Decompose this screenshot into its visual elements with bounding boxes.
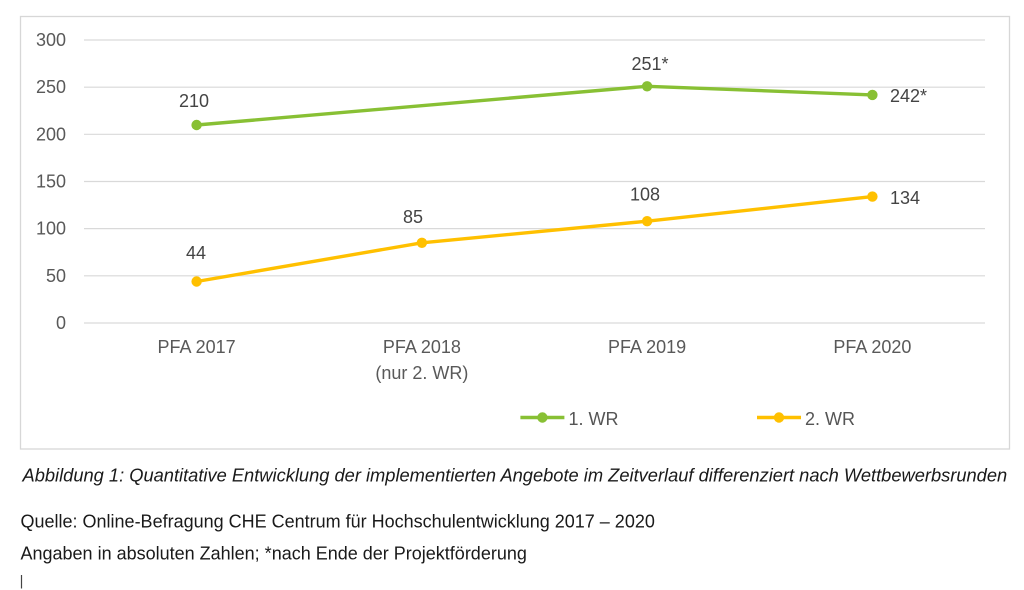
svg-text:Abbildung 1: Quantitative Entw: Abbildung 1: Quantitative Entwicklung de… (22, 465, 1008, 486)
svg-text:2. WR: 2. WR (805, 409, 855, 429)
svg-text:(nur 2. WR): (nur 2. WR) (375, 363, 468, 383)
svg-text:0: 0 (56, 313, 66, 333)
svg-text:85: 85 (403, 207, 423, 227)
svg-text:100: 100 (36, 219, 66, 239)
svg-text:108: 108 (630, 185, 660, 205)
svg-text:PFA 2019: PFA 2019 (608, 337, 686, 357)
svg-text:PFA 2017: PFA 2017 (158, 337, 236, 357)
svg-text:Quelle: Online-Befragung CHE C: Quelle: Online-Befragung CHE Centrum für… (21, 512, 655, 532)
svg-text:242*: 242* (890, 86, 927, 106)
svg-text:50: 50 (46, 266, 66, 286)
svg-text:150: 150 (36, 172, 66, 192)
svg-text:200: 200 (36, 124, 66, 144)
svg-text:251*: 251* (631, 54, 668, 74)
svg-text:210: 210 (179, 91, 209, 111)
svg-text:PFA 2018: PFA 2018 (383, 337, 461, 357)
svg-text:Angaben in absoluten Zahlen; *: Angaben in absoluten Zahlen; *nach Ende … (21, 544, 527, 564)
svg-text:134: 134 (890, 188, 920, 208)
svg-text:44: 44 (186, 243, 206, 263)
svg-text:250: 250 (36, 77, 66, 97)
svg-text:PFA 2020: PFA 2020 (833, 337, 911, 357)
svg-text:300: 300 (36, 30, 66, 50)
svg-text:1. WR: 1. WR (569, 409, 619, 429)
